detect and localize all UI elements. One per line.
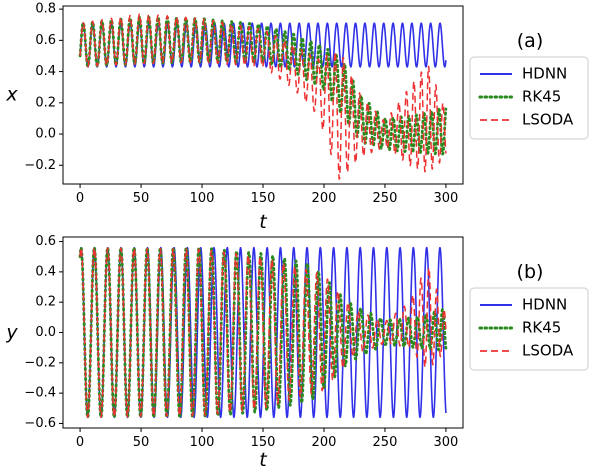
panel-b-xtick-label: 100: [190, 435, 215, 450]
panel-a-xtick-label: 50: [133, 191, 150, 206]
panel-b-xtick-label: 250: [373, 435, 398, 450]
panel-b-legend-label-rk45: RK45: [522, 319, 561, 337]
panel-b-ylabel: y: [5, 322, 18, 344]
panel-b-series-lsoda-line: [79, 246, 447, 419]
panel-b-xtick-label: 200: [312, 435, 337, 450]
panel-b-label: (b): [517, 261, 544, 283]
panel-b-xtick-label: 150: [251, 435, 276, 450]
panel-a-ytick-label: 0.2: [35, 95, 56, 110]
panel-a-xlabel: t: [259, 211, 268, 233]
panel-b-xlabel: t: [259, 449, 268, 471]
panel-a-legend-label-hdnn: HDNN: [522, 65, 567, 83]
panel-a-series-lsoda-line: [79, 13, 447, 180]
panel-a-ytick-label: 0.8: [35, 2, 56, 17]
panel-b-ticks: 0 50 100 150 200 250 300 −0.6 −0.4 −0.2 0.0 0.2 0.4 0…: [24, 234, 458, 450]
panel-a-xtick-label: 200: [312, 191, 337, 206]
panel-a-ytick-label: −0.2: [24, 158, 56, 173]
panel-a-ytick-label: 0.0: [35, 127, 56, 142]
panel-a-series: [78, 13, 448, 180]
panel-a-ylabel: x: [5, 84, 18, 106]
panel-b-legend-label-hdnn: HDNN: [522, 296, 567, 314]
panel-b-xtick-label: 0: [76, 435, 84, 450]
panel-a-ticks: 0 50 100 150 200 250 300 −0.2 0.0 0.2 0.4 0.6 0.8: [24, 2, 458, 206]
panel-a-label: (a): [517, 30, 543, 52]
panel-b-ytick-label: 0.4: [35, 264, 56, 279]
panel-a-ytick-label: 0.4: [35, 64, 56, 79]
panel-a-xtick-label: 150: [251, 191, 276, 206]
panel-a-legend-label-rk45: RK45: [522, 88, 561, 106]
panel-b-legend: HDNN RK45 LSODA: [469, 287, 589, 371]
panel-b-series: [78, 246, 448, 419]
panel-b-ytick-label: −0.2: [24, 355, 56, 370]
panel-b-ytick-label: −0.4: [24, 386, 56, 401]
panel-b-ytick-label: 0.6: [35, 234, 56, 249]
panel-a: 0 50 100 150 200 250 300−0.20.00.20.40.60.8 x …: [5, 2, 589, 233]
panel-b-ytick-label: −0.6: [24, 416, 56, 431]
panel-b: 0 50 100 150 200 250 300 −0.6 −0.4 −0.2 0.0 0.2 0.4 0…: [5, 234, 589, 471]
panel-b-ytick-label: 0.2: [35, 295, 56, 310]
panel-a-legend-box: [469, 56, 589, 140]
panel-b-xtick-label: 300: [434, 435, 459, 450]
panel-b-ytick-label: 0.0: [35, 325, 56, 340]
panel-a-xtick-label: 300: [434, 191, 459, 206]
panel-a-legend: HDNN RK45 LSODA: [469, 56, 589, 140]
panel-a-ytick-label: 0.6: [35, 33, 56, 48]
panel-a-xtick-label: 250: [373, 191, 398, 206]
panel-b-legend-label-lsoda: LSODA: [522, 342, 574, 360]
panel-b-xtick-label: 50: [133, 435, 150, 450]
panel-b-legend-box: [469, 287, 589, 371]
panel-a-legend-label-lsoda: LSODA: [522, 111, 574, 129]
panel-a-xtick-label: 0: [76, 191, 84, 206]
panel-a-xtick-label: 100: [190, 191, 215, 206]
